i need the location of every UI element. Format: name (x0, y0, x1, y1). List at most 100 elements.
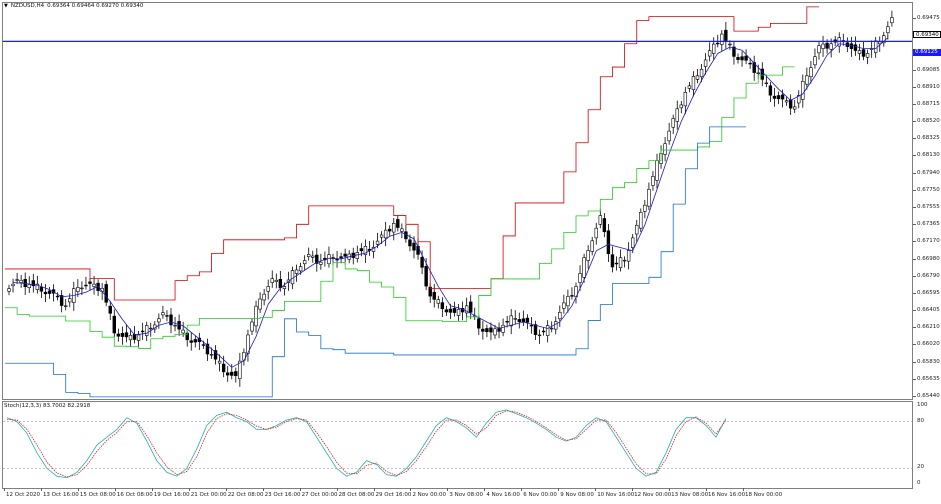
candle-body (363, 245, 368, 256)
candle-body (169, 314, 173, 326)
price-tick (913, 189, 916, 191)
candle-body (537, 334, 542, 337)
candle-body (327, 254, 331, 265)
candle-body (687, 85, 692, 89)
candle-body (671, 118, 675, 128)
price-chart-area[interactable] (2, 2, 913, 400)
price-label: 0.66980 (917, 255, 940, 262)
horizontal-line-price-tag: 0.69125 (913, 49, 941, 56)
price-tick (913, 86, 916, 88)
candle-body (315, 254, 319, 264)
time-label: 21 Oct 00:00 (190, 492, 227, 498)
candle-body (400, 228, 404, 232)
time-label: 22 Oct 08:00 (227, 492, 264, 498)
candle-body (424, 266, 428, 287)
oscillator-canvas[interactable] (3, 402, 912, 488)
oscillator-info: Stoch(12,3,3) 83.7002 82.2918 (4, 403, 91, 409)
candle-body (15, 279, 19, 281)
candle-body (181, 329, 185, 334)
candle-body (558, 311, 562, 320)
time-tick (373, 488, 375, 491)
time-scale[interactable]: 12 Oct 2020 13 Oct 16:00 15 Oct 08:00 16 Oc… (2, 488, 911, 504)
candle-body (213, 350, 218, 360)
candle-body (108, 305, 112, 314)
candle-body (529, 324, 534, 327)
time-tick (188, 488, 190, 491)
candle-body (392, 223, 396, 233)
price-tick (913, 172, 916, 174)
candle-body (149, 327, 153, 330)
candle-body (47, 290, 52, 294)
candle-body (825, 42, 829, 49)
candle-body (145, 325, 149, 336)
candle-body (359, 248, 364, 252)
candle-body (788, 99, 793, 109)
time-label: 12 Nov 00:00 (634, 492, 672, 498)
candle-body (517, 319, 522, 322)
candle-body (136, 334, 141, 341)
oscillator-level-label: 100 (917, 402, 928, 408)
price-chart-canvas[interactable] (3, 3, 912, 399)
candle-body (764, 82, 769, 85)
candle-body (578, 273, 582, 283)
chevron-down-icon[interactable]: ▼ (4, 3, 8, 9)
price-label: 0.66405 (917, 307, 940, 314)
candle-body (432, 291, 436, 300)
candle-body (886, 26, 890, 34)
candle-body (509, 315, 513, 327)
oscillator-level-label: 80 (917, 417, 924, 424)
candle-body (262, 293, 266, 301)
candle-body (31, 280, 35, 287)
candle-body (408, 239, 412, 247)
price-tick (913, 103, 916, 105)
candle-body (521, 318, 526, 323)
candle-body (238, 360, 242, 379)
candle-body (849, 43, 854, 49)
candle-body (797, 95, 801, 104)
candle-body (635, 224, 639, 235)
price-label: 0.67365 (917, 221, 940, 228)
candle-body (691, 76, 696, 91)
candle-body (128, 334, 133, 341)
price-label: 0.67170 (917, 238, 940, 245)
price-tick (913, 121, 916, 123)
candle-body (76, 287, 80, 292)
candle-body (752, 62, 756, 73)
candle-body (610, 254, 615, 268)
price-tick (913, 361, 916, 363)
price-label: 0.65635 (917, 375, 940, 382)
candle-body (485, 328, 489, 333)
candle-body (667, 130, 671, 142)
price-label: 0.67555 (917, 204, 940, 210)
candle-body (302, 260, 307, 265)
candle-body (104, 284, 108, 303)
price-label: 0.66210 (917, 324, 940, 331)
candle-body (545, 325, 550, 336)
candle-body (456, 309, 461, 316)
time-tick (484, 488, 486, 491)
candle-body (728, 43, 732, 46)
oscillator-scale[interactable]: 100 80 20 0 (913, 401, 941, 487)
candle-body (55, 295, 60, 298)
time-label: 27 Oct 00:00 (301, 492, 338, 498)
price-scale[interactable]: 0.69475 0.69340 0.69125 0.69085 0.68910 0.687… (913, 2, 941, 399)
time-label: 13 Oct 16:00 (42, 492, 79, 498)
candle-body (266, 286, 270, 292)
candle-body (278, 278, 283, 289)
candle-body (343, 253, 347, 257)
chart-info-line: ▼ NZDUSD,H4 0.69364 0.69464 0.69270 0.69… (4, 3, 143, 9)
candle-body (707, 50, 712, 57)
candle-body (294, 269, 299, 274)
oscillator-chart-area[interactable] (2, 401, 913, 489)
candle-body (748, 62, 752, 65)
candle-body (655, 160, 659, 181)
candle-body (379, 234, 384, 238)
time-tick (447, 488, 449, 491)
candle-body (298, 266, 303, 272)
time-label: 4 Nov 16:00 (486, 492, 520, 498)
candle-body (586, 250, 590, 261)
candle-body (201, 344, 206, 346)
candle-body (711, 43, 716, 54)
time-tick (706, 488, 708, 491)
